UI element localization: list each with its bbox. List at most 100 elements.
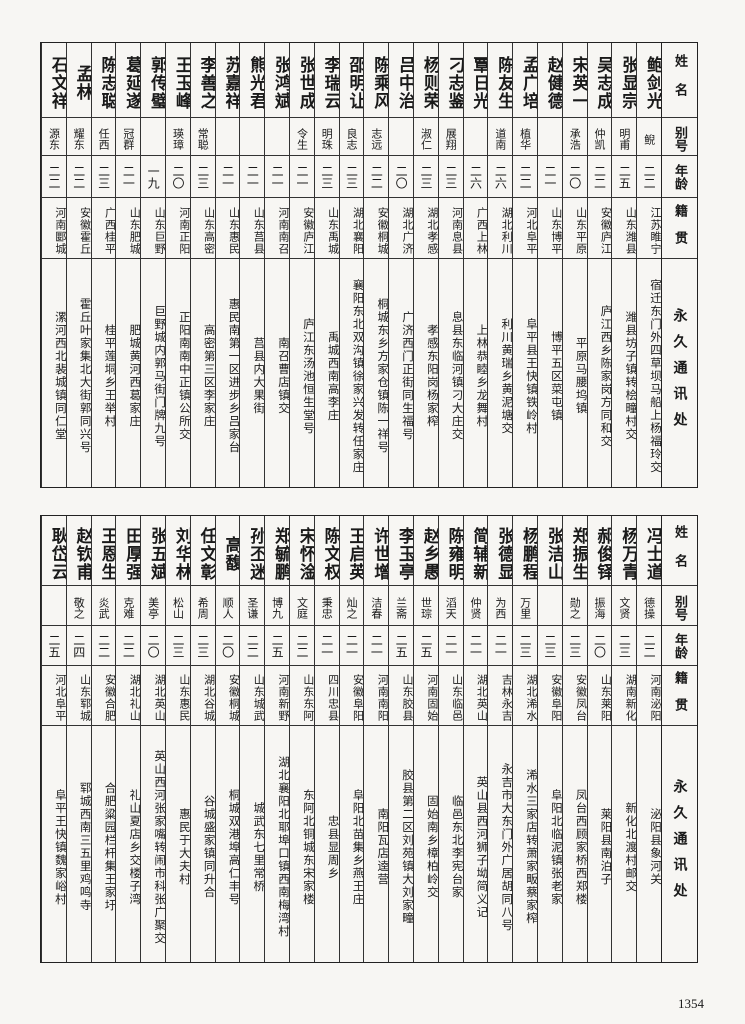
person-address: 禹城西南高李庄 xyxy=(326,330,339,422)
person-age: 二一 xyxy=(240,156,265,198)
person-alias: 敬之 xyxy=(66,586,91,626)
person-alias: 万里 xyxy=(513,586,538,626)
person-address: 正阳南南中正镇公所交 xyxy=(177,311,190,441)
person-address: 新化北渡村邮交 xyxy=(624,801,637,893)
person-age: 二四 xyxy=(66,626,91,666)
person-alias: 仲凯 xyxy=(587,118,612,156)
person-age: 二三 xyxy=(190,156,215,198)
person-native: 河北阜平 xyxy=(42,666,66,726)
person-column: 冯士道 德操 二二 河南泌阳 泌阳县象河关 xyxy=(636,516,661,962)
person-native: 湖北谷城 xyxy=(190,666,215,726)
person-column: 高馥 顺人 二〇 安徽桐城 桐城双港埠高仁丰号 xyxy=(214,516,240,962)
person-address: 潍县坊子镇转桧疃村交 xyxy=(624,311,637,441)
person-column: 耿岱云 二五 河北阜平 阜平王快镇魏家峪村 xyxy=(41,516,66,962)
person-name: 王启英 xyxy=(339,516,364,586)
person-column: 简辅新 仲贤 二一 湖北英山 英山县西河狮子坳简义记 xyxy=(462,516,488,962)
person-column: 覃日光 二六 广西上林 上林恭睦乡龙舞村 xyxy=(462,43,488,487)
person-alias xyxy=(538,586,562,626)
person-column: 张显宗 明甫 二五 山东潍县 潍县坊子镇转桧疃村交 xyxy=(611,43,637,487)
person-age: 二五 xyxy=(265,626,290,666)
person-name: 田厚强 xyxy=(116,516,141,586)
person-native: 安徽合肥 xyxy=(91,666,116,726)
person-native: 河北阜平 xyxy=(513,198,538,259)
person-address: 广济西门正街同生福号 xyxy=(401,311,414,441)
person-column: 田厚强 克难 二二 湖北礼山 礼山夏店乡交楼子湾 xyxy=(115,516,141,962)
person-alias: 植华 xyxy=(513,118,538,156)
person-column: 吕中治 二〇 湖北广济 广济西门正街同生福号 xyxy=(388,43,414,487)
person-address: 桂平莲垌乡王举村 xyxy=(103,324,116,428)
person-column: 宋英一 承浩 二〇 山东平原 平原马腰坞镇 xyxy=(561,43,587,487)
person-alias xyxy=(240,118,265,156)
person-age: 二〇 xyxy=(166,156,190,198)
person-address: 南召曹店镇交 xyxy=(277,337,290,415)
person-native: 河南固始 xyxy=(414,666,438,726)
header-column: 姓名 别号 年龄 籍贯 永久通讯处 xyxy=(661,43,697,487)
person-alias: 滔天 xyxy=(438,586,463,626)
person-alias: 炎武 xyxy=(91,586,116,626)
person-age: 一九 xyxy=(141,156,166,198)
person-age: 二二 xyxy=(91,626,116,666)
person-name: 陈志聪 xyxy=(91,43,116,118)
person-name: 陈乘风 xyxy=(364,43,389,118)
person-column: 宋怀淦 文庭 二二 山东东阿 东阿北铜城东宋家楼 xyxy=(289,516,314,962)
person-name: 熊光君 xyxy=(240,43,265,118)
header-address: 永久通讯处 xyxy=(671,308,688,438)
person-alias: 瑛璋 xyxy=(166,118,190,156)
person-name: 鲍剑光 xyxy=(637,43,661,118)
person-name: 赵乡愚 xyxy=(414,516,438,586)
person-column: 李善之 常聪 二三 山东高密 高密第三区李家庄 xyxy=(189,43,215,487)
person-age: 二二 xyxy=(116,626,141,666)
person-native: 安徽庐江 xyxy=(290,198,314,259)
person-address: 孝感东阳岗杨家榨 xyxy=(425,324,438,428)
person-column: 杨则荣 淑仁 二三 湖北孝感 孝感东阳岗杨家榨 xyxy=(413,43,438,487)
person-age: 二〇 xyxy=(141,626,166,666)
person-name: 孟广培 xyxy=(513,43,538,118)
person-name: 张显宗 xyxy=(612,43,637,118)
person-name: 郑振生 xyxy=(562,516,587,586)
person-alias xyxy=(463,118,488,156)
person-name: 耿岱云 xyxy=(42,516,66,586)
person-alias: 洁春 xyxy=(364,586,389,626)
person-age: 二三 xyxy=(314,156,339,198)
person-address: 临邑东北李宪台家 xyxy=(450,795,463,899)
person-address: 浠水三家店转萧家畈蔡家榨 xyxy=(525,769,538,925)
person-age: 二三 xyxy=(562,626,587,666)
person-native: 山东高密 xyxy=(190,198,215,259)
person-name: 吴志成 xyxy=(587,43,612,118)
person-alias: 冠群 xyxy=(116,118,141,156)
person-address: 宿迁东门外四草坝马船上杨福玲交 xyxy=(649,278,661,474)
person-name: 葛延遂 xyxy=(116,43,141,118)
person-column: 刘华林 松山 二三 山东惠民 惠民于大夫村 xyxy=(165,516,190,962)
person-address: 肥城黄河西葛家庄 xyxy=(128,324,141,428)
person-name: 李瑞云 xyxy=(314,43,339,118)
person-column: 张鸿斌 二一 河南南召 南召曹店镇交 xyxy=(264,43,290,487)
person-name: 郝俊铎 xyxy=(587,516,612,586)
person-name: 张五斌 xyxy=(141,516,166,586)
person-native: 山东平原 xyxy=(562,198,587,259)
person-column: 吴志成 仲凯 二二 安徽庐江 庐江西乡陈家岗方同和交 xyxy=(586,43,612,487)
person-native: 广西上林 xyxy=(463,198,488,259)
person-name: 王恩生 xyxy=(91,516,116,586)
person-alias: 承浩 xyxy=(562,118,587,156)
person-column: 王玉峰 瑛璋 二〇 河南正阳 正阳南南中正镇公所交 xyxy=(165,43,190,487)
person-alias: 展翔 xyxy=(438,118,463,156)
person-age: 二五 xyxy=(42,626,66,666)
person-age: 二三 xyxy=(339,156,364,198)
person-age: 二〇 xyxy=(215,626,240,666)
person-native: 湖北英山 xyxy=(463,666,488,726)
person-alias: 松山 xyxy=(166,586,190,626)
person-address: 城武东七里常桥 xyxy=(252,801,265,893)
person-native: 湖北广济 xyxy=(389,198,414,259)
person-address: 郓城西南三五里鸡鸣寺 xyxy=(78,782,91,912)
person-age: 二二 xyxy=(240,626,265,666)
person-native: 安徽桐城 xyxy=(364,198,389,259)
person-address: 永吉市大东门外广居胡同八号 xyxy=(500,762,513,932)
person-address: 庐江西乡陈家岗方同和交 xyxy=(599,304,612,448)
person-address: 英山西河张家嘴转闹市科张广聚交 xyxy=(153,749,166,945)
person-native: 山东惠民 xyxy=(215,198,240,259)
person-address: 胶县第二区刘苑镇大刘家疃 xyxy=(401,769,414,925)
person-column: 郑振生 勋之 二三 安徽凤台 凤台西顾家桥西郑楼 xyxy=(561,516,587,962)
person-name: 孟林 xyxy=(66,43,91,118)
person-age: 二三 xyxy=(538,626,562,666)
person-age: 二一 xyxy=(463,626,488,666)
